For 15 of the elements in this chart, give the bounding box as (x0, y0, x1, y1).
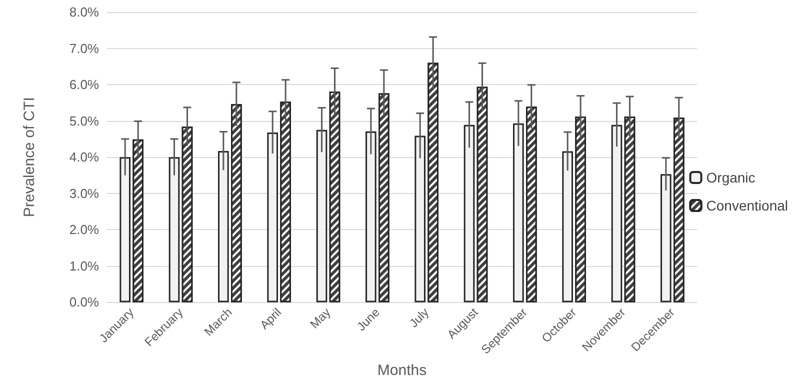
y-tick-label: 0.0% (69, 294, 100, 310)
y-tick-label: 5.0% (69, 113, 100, 128)
y-tick-label: 1.0% (69, 258, 100, 274)
x-axis-title: Months (377, 362, 427, 379)
y-axis-title: Prevalence of CTI (21, 97, 38, 218)
y-tick-label: 7.0% (69, 40, 100, 56)
y-tick-label: 6.0% (69, 77, 100, 92)
x-tick-label: May (307, 305, 334, 332)
y-tick-label: 3.0% (69, 186, 100, 201)
y-tick-label: 8.0% (69, 4, 100, 20)
y-tick-label: 2.0% (69, 222, 100, 238)
legend-label: Conventional (706, 198, 788, 214)
legend-label: Organic (706, 170, 756, 186)
x-tick-label: July (406, 305, 432, 330)
y-tick-label: 4.0% (69, 150, 100, 165)
